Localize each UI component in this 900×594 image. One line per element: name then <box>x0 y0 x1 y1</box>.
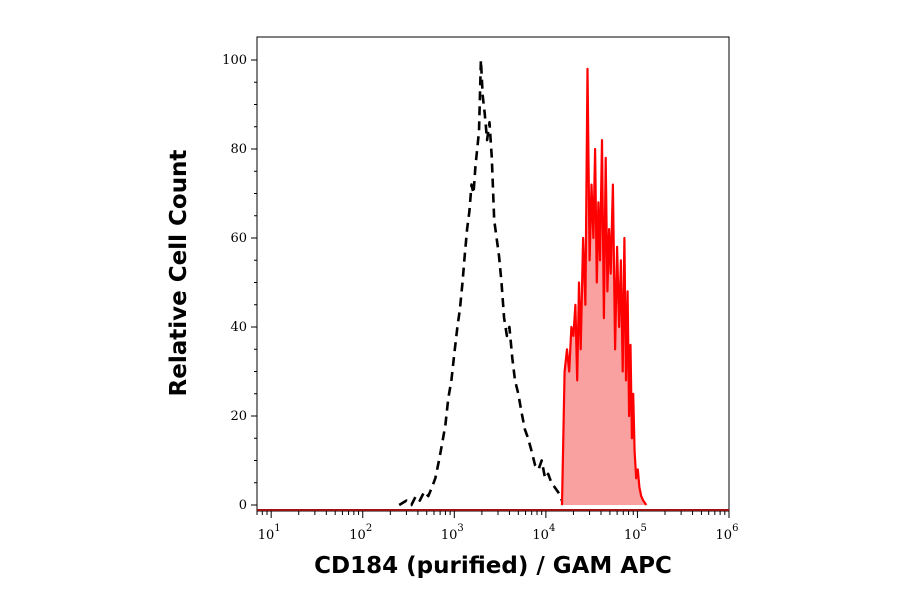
x-tick-exponent: 6 <box>732 523 738 534</box>
x-tick-label: 102 <box>349 523 372 543</box>
control-histogram-line <box>398 58 565 507</box>
x-tick-exponent: 1 <box>274 523 280 534</box>
y-tick-label: 80 <box>230 142 247 157</box>
x-axis-ticks: 101 102 103 104 105 106 <box>256 511 739 543</box>
y-tick-label: 100 <box>222 53 247 68</box>
x-tick-label: 105 <box>624 523 647 543</box>
y-tick-label: 0 <box>239 498 247 513</box>
x-tick-label: 104 <box>532 523 555 543</box>
series-layer <box>398 58 648 507</box>
stained-histogram-line <box>560 67 648 506</box>
y-tick-label: 20 <box>230 409 247 424</box>
x-tick-exponent: 4 <box>549 523 555 534</box>
x-axis-title: CD184 (purified) / GAM APC <box>314 553 672 579</box>
plot-frame <box>256 36 730 512</box>
stained-histogram-fill <box>562 68 647 506</box>
x-tick-label: 101 <box>258 523 281 543</box>
x-tick-exponent: 2 <box>366 523 372 534</box>
y-tick-label: 40 <box>230 320 247 335</box>
y-axis-title: Relative Cell Count <box>166 150 192 397</box>
y-axis-ticks: 0 20 40 60 80 100 <box>222 53 257 513</box>
x-tick-exponent: 3 <box>457 523 463 534</box>
y-tick-label: 60 <box>230 231 247 246</box>
x-tick-exponent: 5 <box>641 523 647 534</box>
x-tick-label: 103 <box>441 523 464 543</box>
x-tick-label: 106 <box>716 523 739 543</box>
